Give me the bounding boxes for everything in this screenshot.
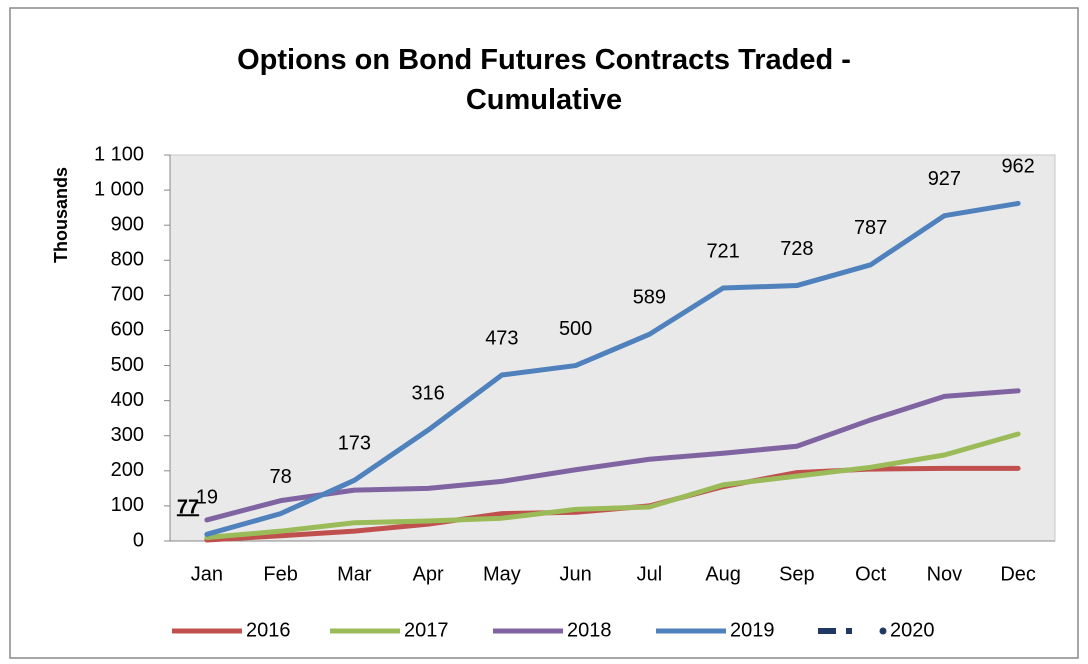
y-tick-label: 0 [133,529,144,551]
y-tick-label: 100 [111,494,144,516]
x-tick-label: Jun [560,563,592,585]
y-tick-label: 400 [111,389,144,411]
data-label: 19 [196,487,218,509]
y-tick-label: 1 000 [94,178,144,200]
data-label: 787 [854,217,887,239]
x-tick-label: Dec [1000,563,1036,585]
line-series [204,388,1021,523]
legend-label: 2020 [890,619,935,641]
legend-swatch-dot [879,627,887,635]
data-label: 589 [633,287,666,309]
data-label: 173 [338,433,371,455]
y-tick-label: 200 [111,459,144,481]
y-tick-label: 500 [111,354,144,376]
y-axis-label: Thousands [51,167,71,263]
legend-label: 2017 [404,619,449,641]
x-tick-label: Oct [855,563,887,585]
y-tick-label: 600 [111,319,144,341]
data-label: 500 [559,318,592,340]
x-tick-label: Nov [927,563,963,585]
x-tick-label: Jan [191,563,223,585]
x-tick-label: Sep [779,563,815,585]
data-label: 78 [270,466,292,488]
x-tick-label: Feb [263,563,297,585]
y-tick-label: 1 100 [94,143,144,165]
data-label: 962 [1001,156,1034,178]
data-label: 77 [177,496,199,518]
data-label: 316 [411,382,444,404]
x-tick-label: Aug [705,563,741,585]
chart-title: Options on Bond Futures Contracts Traded… [237,44,851,116]
x-tick-label: Mar [337,563,372,585]
y-tick-label: 900 [111,213,144,235]
data-label: 473 [485,327,518,349]
line-series [204,200,1021,537]
legend-label: 2019 [730,619,775,641]
y-tick-label: 700 [111,284,144,306]
legend-label: 2018 [567,619,612,641]
legend-label: 2016 [246,619,291,641]
data-label: 927 [928,168,961,190]
x-tick-label: Apr [413,563,444,585]
data-label: 721 [706,240,739,262]
y-tick-label: 300 [111,424,144,446]
x-tick-label: May [483,563,521,585]
y-tick-label: 800 [111,249,144,271]
x-tick-label: Jul [637,563,663,585]
line-series [204,431,1021,540]
data-label: 728 [780,238,813,260]
